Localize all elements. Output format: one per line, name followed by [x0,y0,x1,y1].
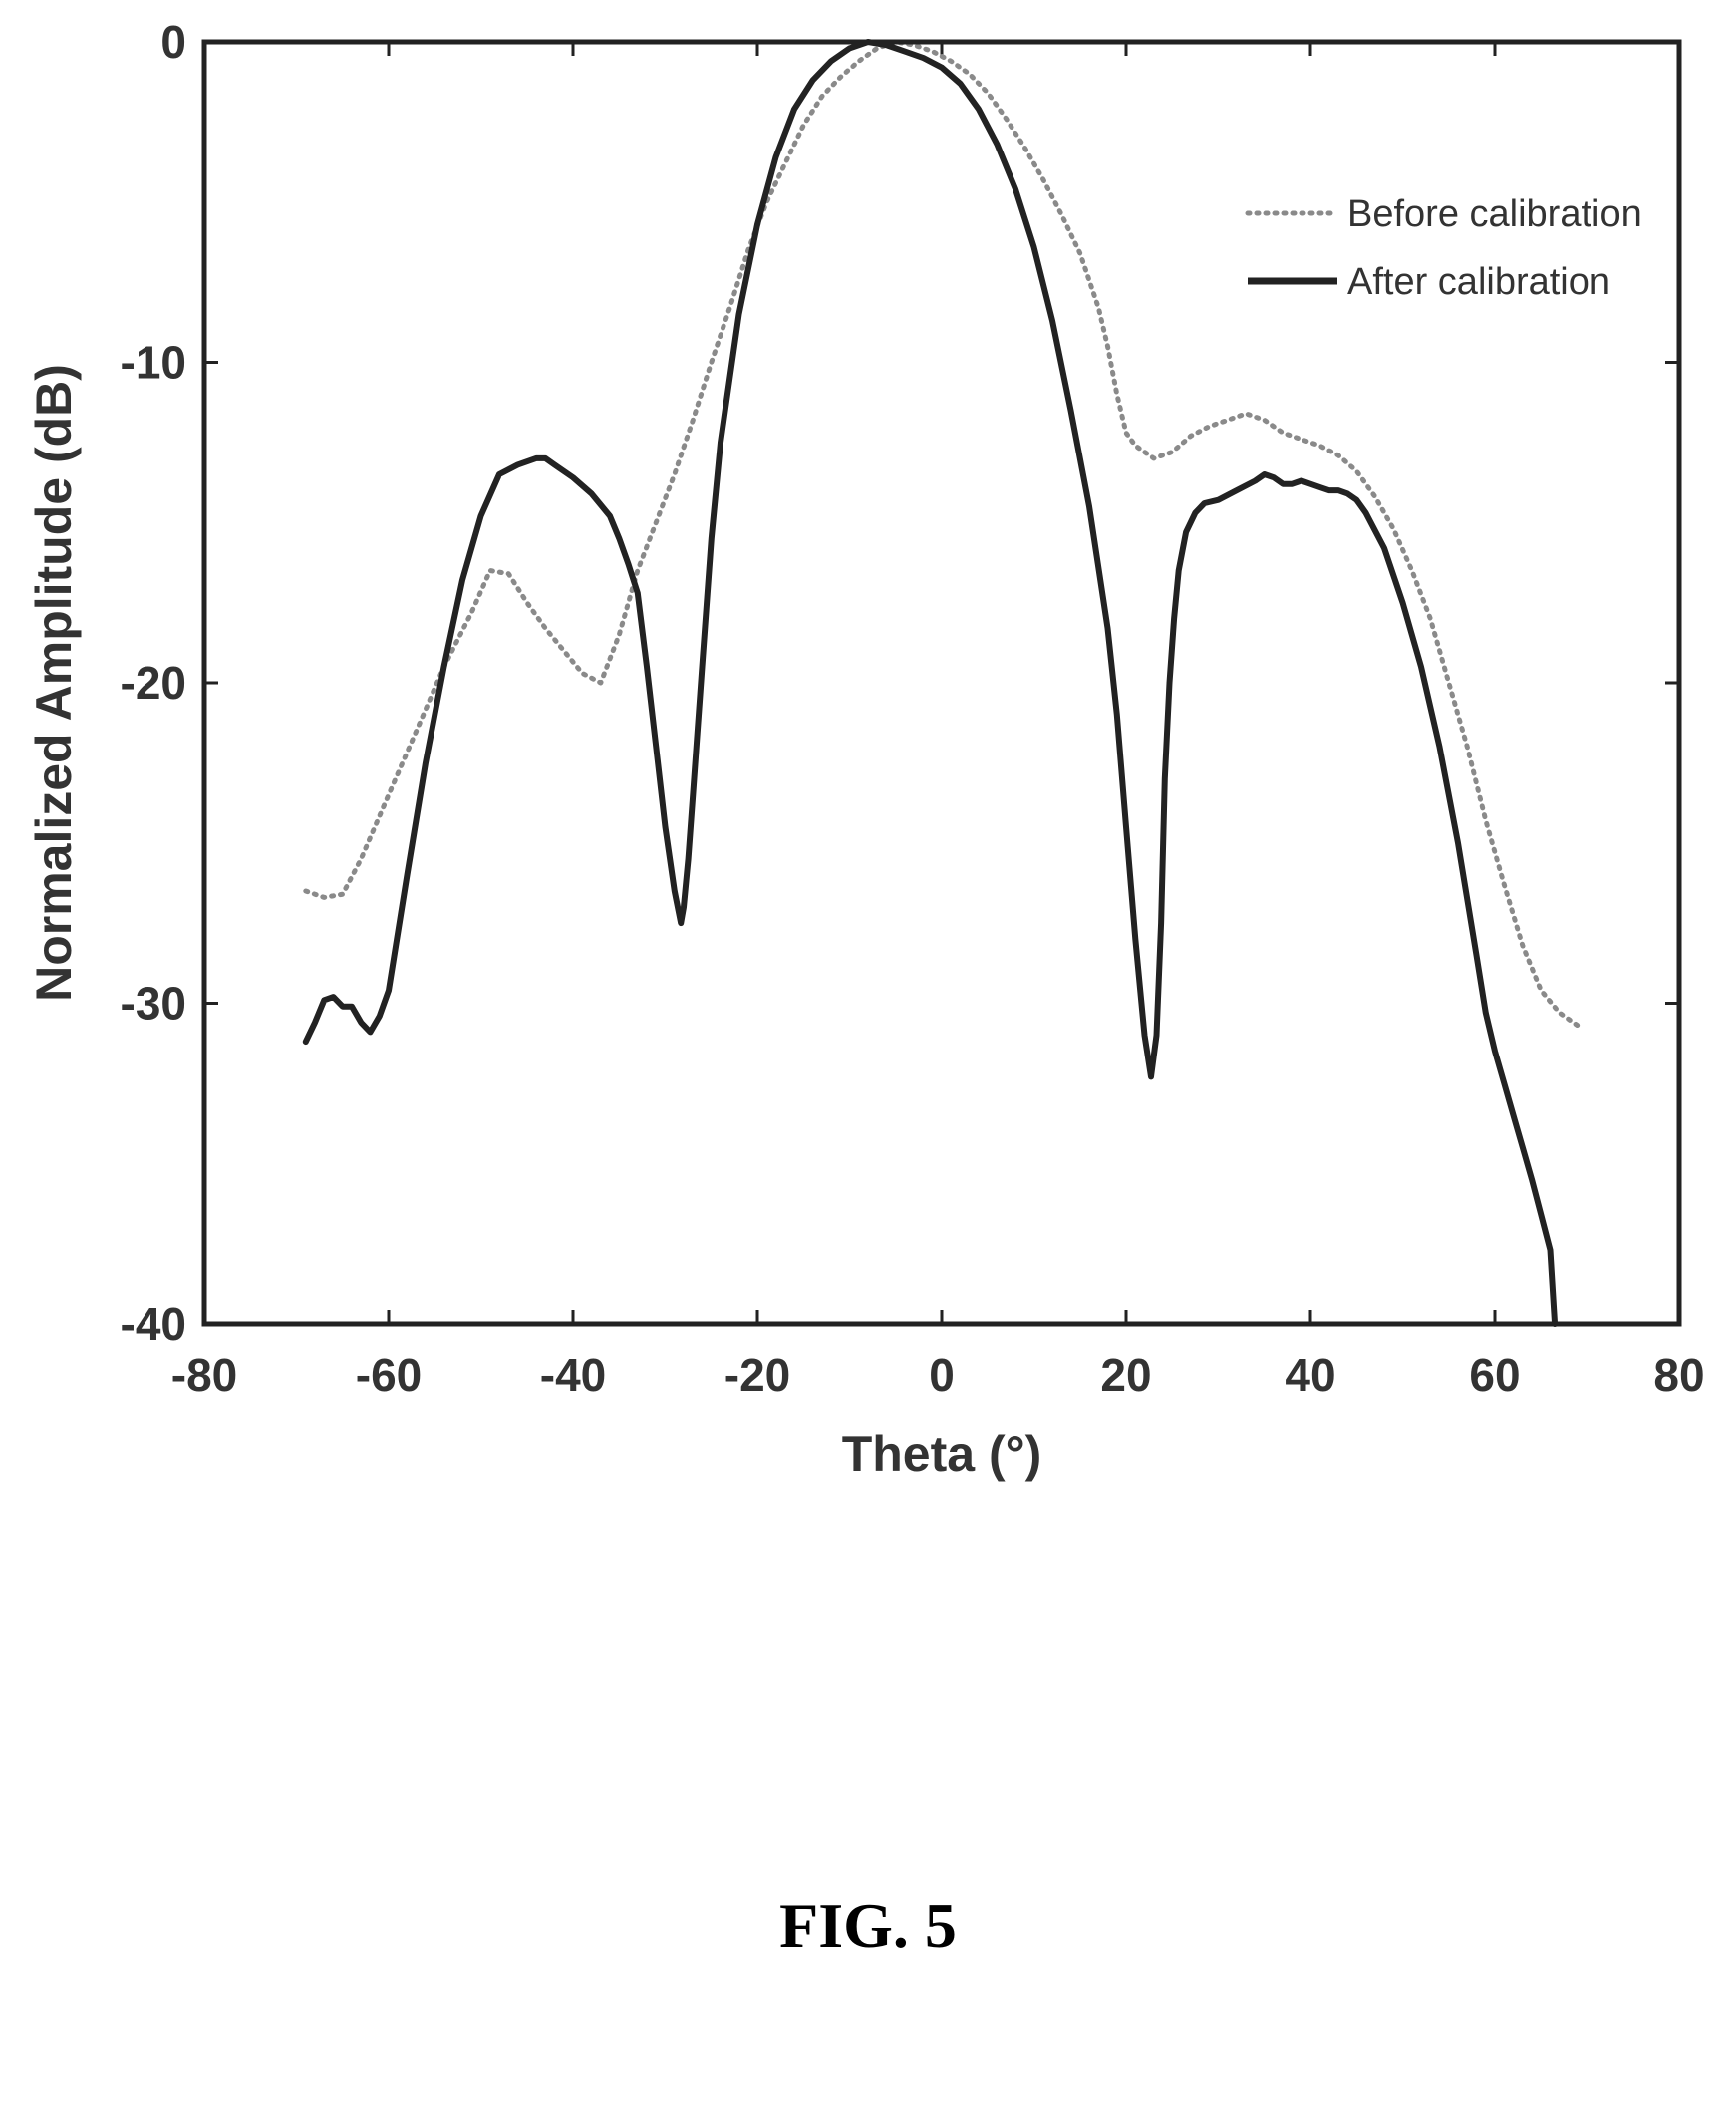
x-tick-label: 20 [1100,1350,1151,1401]
x-tick-label: -80 [171,1350,237,1401]
x-tick-label: -60 [356,1350,422,1401]
plot-frame [201,39,1682,1327]
x-tick-label: -40 [540,1350,606,1401]
figure-caption: FIG. 5 [779,1890,957,1961]
x-axis-ticks: -80 -60 -40 -20 0 20 40 60 80 [171,42,1705,1401]
x-tick-label: 60 [1469,1350,1520,1401]
x-tick-label: 40 [1285,1350,1335,1401]
y-tick-label: 0 [160,16,186,68]
x-tick-label: 0 [929,1350,955,1401]
y-tick-label: -30 [121,978,186,1030]
series-line-before-calibration [303,39,1581,1029]
series-layer [302,39,1581,1327]
legend-label: After calibration [1347,261,1610,303]
y-axis-ticks: 0 -10 -20 -30 -40 [121,16,1679,1350]
x-axis-label: Theta (°) [842,1426,1042,1482]
y-tick-label: -10 [121,337,186,389]
x-tick-label: 80 [1653,1350,1704,1401]
series-line-after-calibration [302,39,1559,1327]
legend: Before calibration After calibration [1245,193,1642,303]
y-tick-label: -20 [121,657,186,709]
y-axis-label: Normalized Amplitude (dB) [26,364,82,1002]
x-tick-label: -20 [724,1350,790,1401]
legend-label: Before calibration [1347,193,1642,235]
chart: -80 -60 -40 -20 0 20 40 60 80 0 -10 -20 -30 -40 Thet… [26,16,1705,1482]
y-tick-label: -40 [121,1298,186,1350]
